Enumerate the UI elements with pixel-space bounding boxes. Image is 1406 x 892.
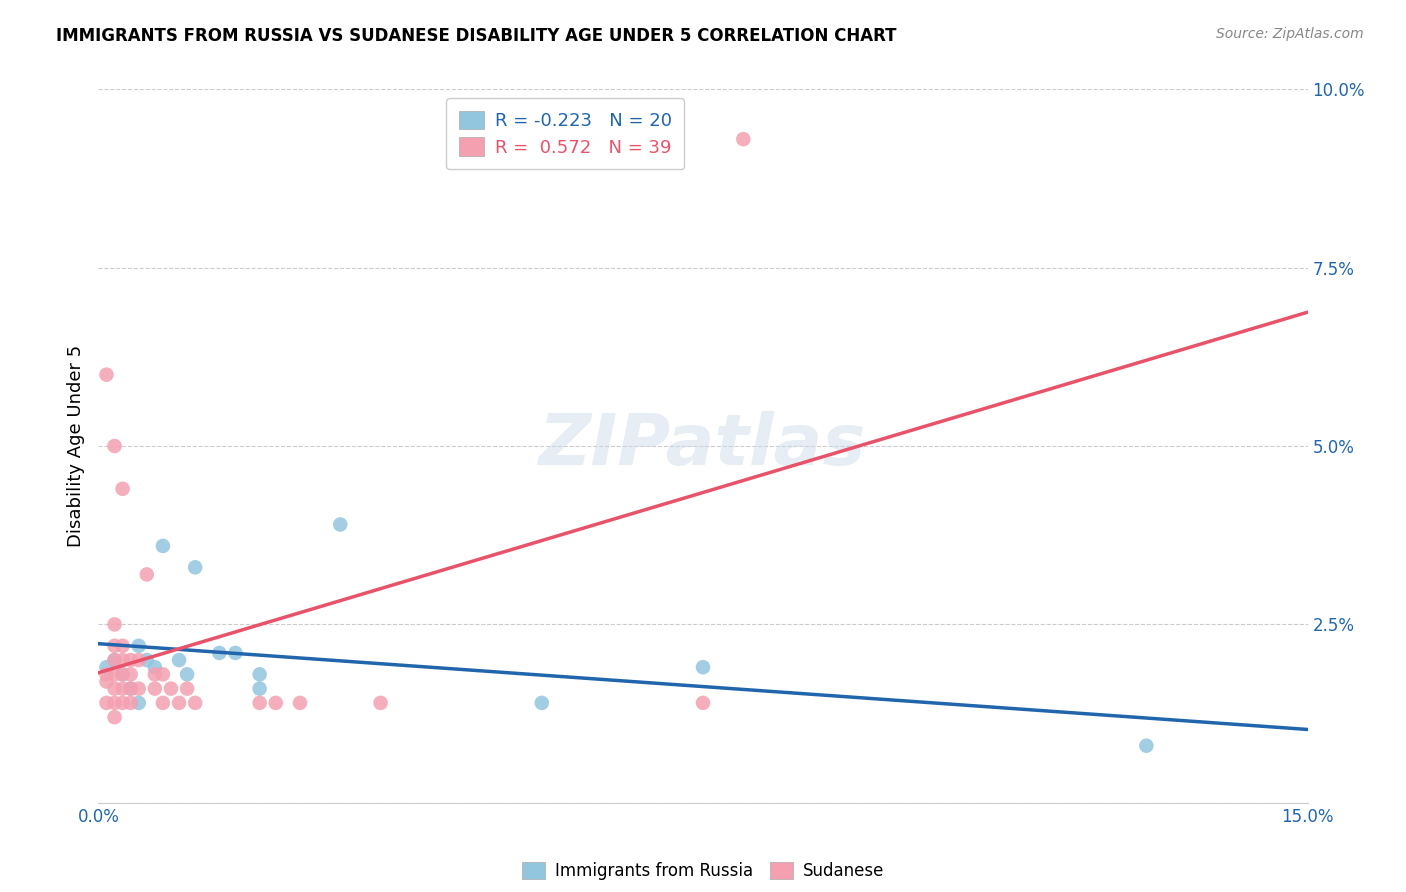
Point (128, 696, 150, 710)
Point (249, 681, 271, 696)
Text: IMMIGRANTS FROM RUSSIA VS SUDANESE DISABILITY AGE UNDER 5 CORRELATION CHART: IMMIGRANTS FROM RUSSIA VS SUDANESE DISAB… (56, 27, 897, 45)
Point (111, 653, 134, 667)
Text: Source: ZipAtlas.com: Source: ZipAtlas.com (1216, 27, 1364, 41)
Point (264, 696, 287, 710)
Point (96, 674, 118, 689)
Point (733, 132, 755, 146)
Point (184, 696, 207, 710)
Point (120, 667, 142, 681)
Point (103, 639, 125, 653)
Point (184, 560, 207, 574)
Point (111, 639, 134, 653)
Point (249, 667, 271, 681)
Point (152, 696, 174, 710)
Point (103, 617, 125, 632)
Point (128, 681, 150, 696)
Point (329, 517, 352, 532)
Point (530, 696, 553, 710)
Point (96, 660, 118, 674)
Point (692, 696, 714, 710)
Y-axis label: Disability Age Under 5: Disability Age Under 5 (66, 345, 84, 547)
Point (111, 681, 134, 696)
Point (135, 567, 157, 582)
Point (152, 667, 174, 681)
Point (111, 667, 134, 681)
Point (143, 660, 166, 674)
Point (103, 653, 125, 667)
Point (120, 653, 142, 667)
Point (103, 439, 125, 453)
Point (103, 653, 125, 667)
Point (208, 646, 231, 660)
Point (135, 653, 157, 667)
Point (120, 696, 142, 710)
Point (128, 653, 150, 667)
Point (1135, 739, 1157, 753)
Point (96, 696, 118, 710)
Point (96, 368, 118, 382)
Point (143, 681, 166, 696)
Point (288, 696, 311, 710)
Point (167, 653, 190, 667)
Point (167, 696, 190, 710)
Point (249, 696, 271, 710)
Point (176, 667, 198, 681)
Text: ZIPatlas: ZIPatlas (540, 411, 866, 481)
Point (370, 696, 392, 710)
Point (128, 639, 150, 653)
Point (111, 482, 134, 496)
Point (120, 681, 142, 696)
Point (143, 667, 166, 681)
Point (176, 681, 198, 696)
Point (120, 681, 142, 696)
Legend: Immigrants from Russia, Sudanese: Immigrants from Russia, Sudanese (513, 854, 893, 888)
Point (103, 667, 125, 681)
Point (111, 667, 134, 681)
Point (152, 539, 174, 553)
Point (224, 646, 246, 660)
Point (96, 667, 118, 681)
Point (103, 681, 125, 696)
Point (103, 710, 125, 724)
Point (103, 696, 125, 710)
Point (692, 660, 714, 674)
Point (111, 696, 134, 710)
Point (160, 681, 183, 696)
